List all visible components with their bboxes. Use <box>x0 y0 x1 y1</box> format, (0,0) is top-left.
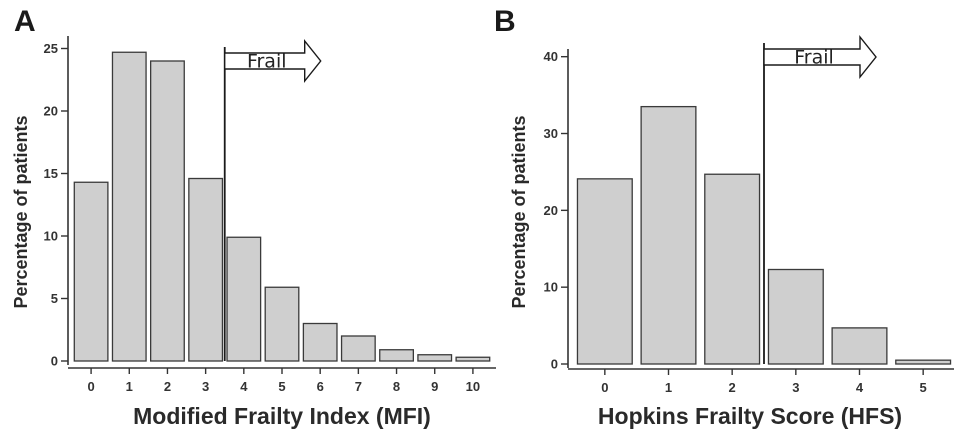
panel-a-x-tick-label: 5 <box>278 379 285 394</box>
panel-a-bar-1 <box>111 51 147 362</box>
panel-a-bar-3 <box>188 177 224 362</box>
panel-b-x-tick-label: 5 <box>920 380 927 395</box>
panel-a-bar-0 <box>73 181 109 362</box>
panel-a-y-tick-label: 5 <box>51 291 58 306</box>
panel-a: A Percentage of patients Modified Frailt… <box>11 5 496 429</box>
panel-b-bar-1 <box>640 105 697 365</box>
panel-a-x-tick-label: 6 <box>317 379 324 394</box>
panel-a-x-axis-title: Modified Frailty Index (MFI) <box>133 403 431 429</box>
panel-a-letter: A <box>14 5 36 38</box>
panel-a-bar-4 <box>226 236 262 362</box>
panel-a-x-tick-label: 9 <box>431 379 438 394</box>
panel-a-x-tick-label: 10 <box>466 379 480 394</box>
panel-a-bar-8 <box>379 349 414 362</box>
panel-b-x-tick-label: 1 <box>665 380 672 395</box>
panel-a-bar-5 <box>264 286 300 362</box>
panel-a-y-tick-label: 10 <box>44 229 58 244</box>
panel-b-y-tick-label: 40 <box>544 49 558 64</box>
panel-b-y-tick-label: 10 <box>544 280 558 295</box>
panel-a-x-tick-label: 7 <box>355 379 362 394</box>
panel-b-frail-arrow <box>763 35 877 79</box>
panel-a-y-tick-label: 15 <box>44 166 58 181</box>
panel-b-x-axis-title: Hopkins Frailty Score (HFS) <box>598 403 902 429</box>
panel-a-x-tick-label: 0 <box>87 379 94 394</box>
panel-b-plot-area: 0 10 20 30 40 0 1 2 3 4 5 Frail <box>544 35 954 395</box>
panel-b-frail-annotation: Frail <box>794 47 834 69</box>
panel-a-x-tick-label: 8 <box>393 379 400 394</box>
panel-a-y-tick-label: 0 <box>51 354 58 369</box>
panel-a-frail-annotation: Frail <box>247 51 287 73</box>
panel-b-x-tick-label: 3 <box>792 380 799 395</box>
panel-a-x-tick-label: 3 <box>202 379 209 394</box>
panel-a-bar-7 <box>340 335 376 362</box>
panel-a-x-tick-label: 4 <box>240 379 248 394</box>
panel-b-bar-2 <box>704 173 761 365</box>
panel-b-letter: B <box>494 5 516 38</box>
panel-b-x-tick-label: 2 <box>729 380 736 395</box>
panel-a-y-tick-label: 25 <box>44 41 58 56</box>
panel-a-bar-2 <box>149 60 185 362</box>
panel-a-frail-arrow <box>223 39 322 83</box>
panel-b-x-tick-label: 4 <box>856 380 864 395</box>
panel-a-plot-area: 0 5 10 15 20 25 0 1 2 3 4 5 6 7 8 9 10 Frail <box>44 36 496 394</box>
panel-a-y-axis-title: Percentage of patients <box>11 115 31 308</box>
panel-b-y-tick-label: 0 <box>551 357 558 372</box>
panel-b-y-axis-title: Percentage of patients <box>509 115 529 308</box>
panel-a-bar-9 <box>417 354 453 362</box>
panel-b-bar-5 <box>895 359 952 365</box>
panel-b-bar-0 <box>576 178 633 365</box>
panel-a-y-tick-label: 20 <box>44 104 58 119</box>
panel-a-x-tick-label: 1 <box>126 379 133 394</box>
panel-b-x-tick-label: 0 <box>601 380 608 395</box>
panel-a-bar-6 <box>302 322 338 362</box>
panel-b-bar-3 <box>767 268 824 365</box>
panel-b: B Percentage of patients Hopkins Frailty… <box>494 5 954 429</box>
panel-b-y-tick-label: 20 <box>544 203 558 218</box>
panel-a-bar-10 <box>455 356 491 362</box>
panel-a-x-tick-label: 2 <box>164 379 171 394</box>
panel-b-y-tick-label: 30 <box>544 126 558 141</box>
panel-b-bar-4 <box>831 327 888 365</box>
